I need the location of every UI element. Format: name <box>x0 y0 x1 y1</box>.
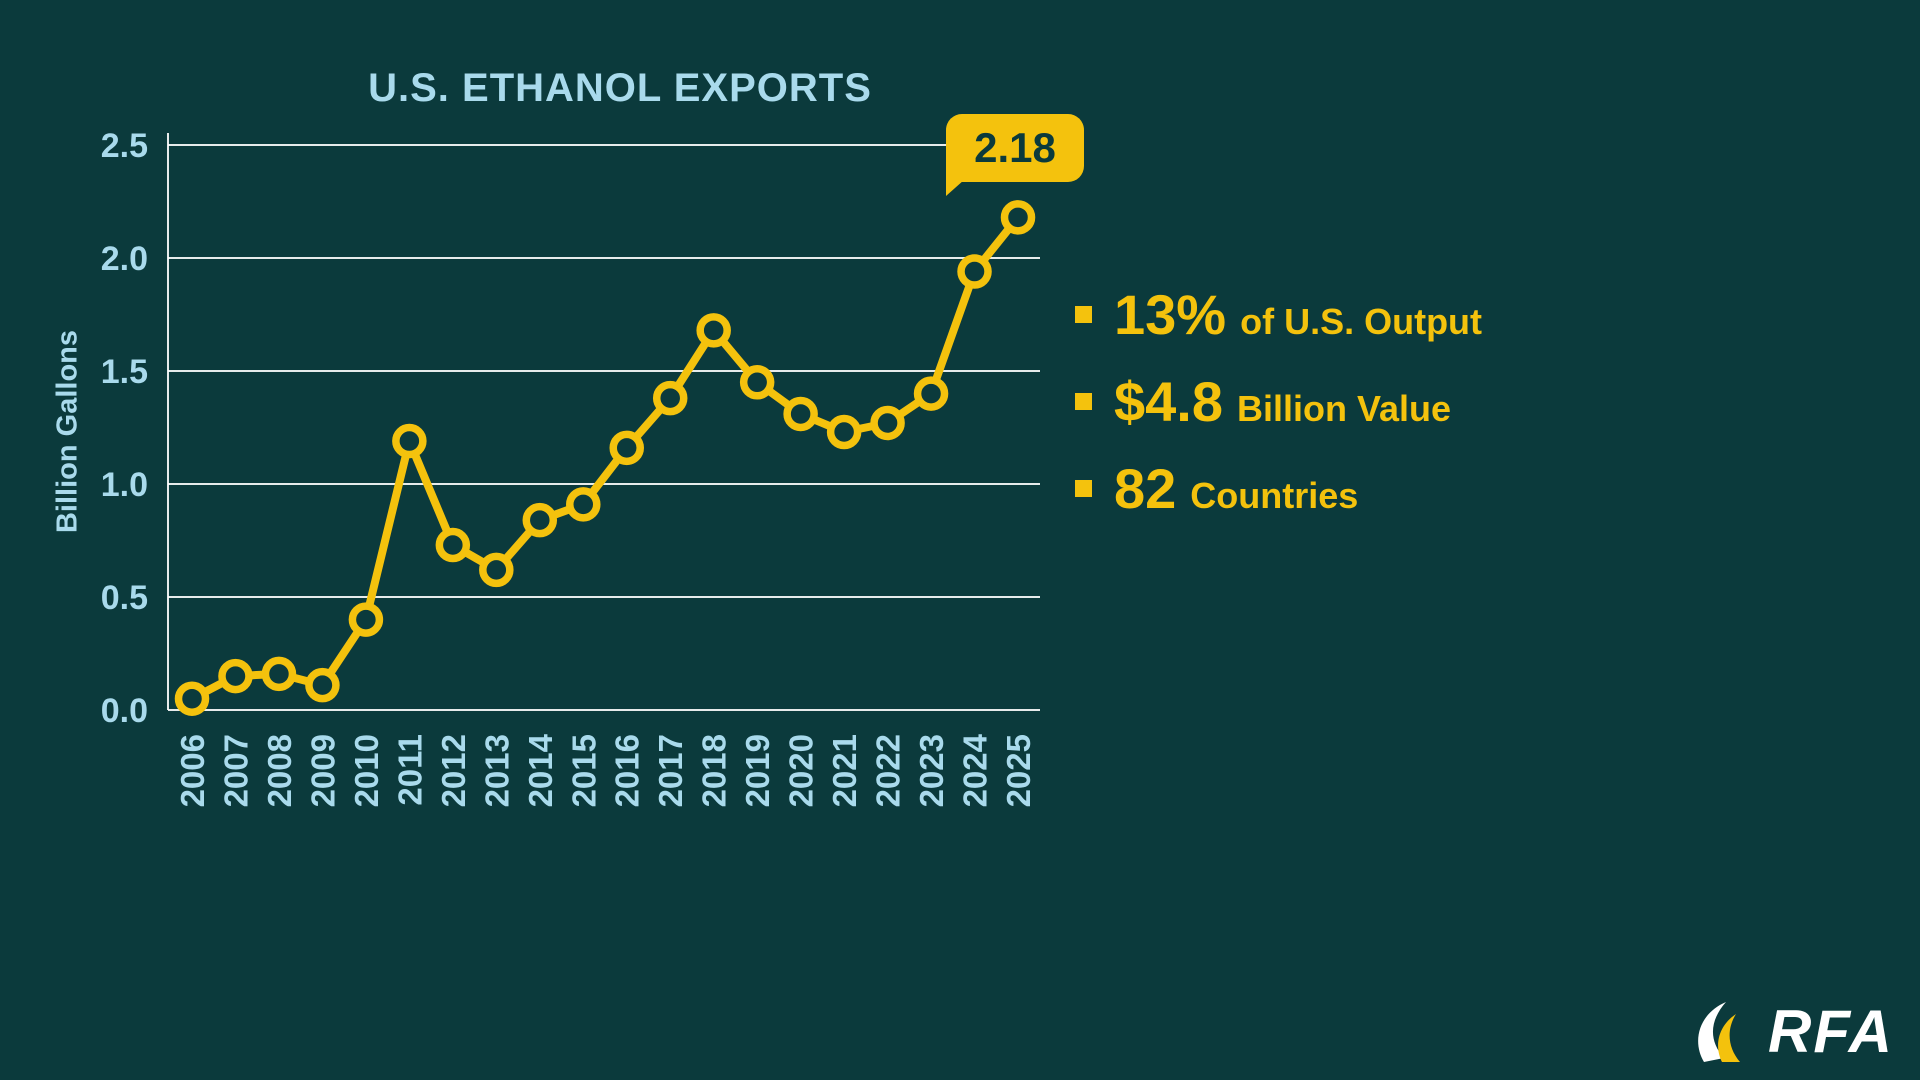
rfa-logo: RFA <box>1690 1000 1894 1064</box>
x-tick-label: 2020 <box>783 734 820 807</box>
data-point-2015 <box>566 487 601 522</box>
data-point-2024 <box>957 254 992 289</box>
data-point-2020 <box>783 396 818 432</box>
stat-value: 13% <box>1114 283 1227 346</box>
bullet-square-icon <box>1075 393 1092 410</box>
x-tick-label: 2009 <box>304 734 341 807</box>
y-tick-label: 0.5 <box>101 579 148 617</box>
data-point-2011 <box>392 423 427 459</box>
x-tick-label: 2008 <box>261 734 298 807</box>
callout-2025-value: 2.18 <box>946 114 1084 196</box>
stat-value: $4.8 <box>1114 370 1223 433</box>
data-point-2019 <box>739 365 775 400</box>
data-point-2018 <box>696 313 731 348</box>
data-point-2007 <box>218 658 253 694</box>
data-point-2010 <box>348 602 384 637</box>
stats-panel: 13% of U.S. Output $4.8 Billion Value 82… <box>1075 282 1482 543</box>
data-point-2006 <box>174 681 210 716</box>
stat-value: 82 <box>1114 457 1177 520</box>
x-tick-label: 2013 <box>478 734 515 807</box>
y-tick-label: 2.5 <box>101 127 148 165</box>
data-point-2012 <box>435 527 471 563</box>
y-tick-label: 0.0 <box>101 692 148 730</box>
data-point-2014 <box>522 502 558 538</box>
x-tick-label: 2010 <box>348 734 385 807</box>
data-point-2013 <box>479 552 514 588</box>
x-tick-label: 2018 <box>696 734 733 807</box>
data-point-2017 <box>652 380 688 416</box>
data-point-2022 <box>870 405 905 441</box>
exports-line <box>188 213 1022 703</box>
data-point-2025 <box>1000 200 1036 235</box>
stat-row-countries: 82 Countries <box>1075 456 1482 521</box>
x-tick-label: 2019 <box>739 734 776 807</box>
x-tick-label: 2015 <box>565 734 602 807</box>
data-point-2008 <box>261 656 297 692</box>
x-tick-label: 2007 <box>217 734 254 807</box>
callout-text: 2.18 <box>974 124 1056 171</box>
x-tick-label: 2024 <box>957 733 994 807</box>
stat-label: Billion Value <box>1237 388 1452 429</box>
x-tick-label: 2011 <box>391 734 428 806</box>
data-point-2009 <box>305 667 340 703</box>
data-point-2021 <box>826 414 862 450</box>
x-tick-label: 2017 <box>652 734 689 807</box>
x-tick-label: 2025 <box>1000 734 1037 807</box>
data-point-2016 <box>609 430 644 466</box>
rfa-logo-text: RFA <box>1768 998 1894 1065</box>
x-tick-label: 2016 <box>609 734 646 807</box>
y-tick-label: 1.5 <box>101 353 148 391</box>
rfa-swoosh-icon <box>1698 1002 1740 1062</box>
x-tick-label: 2021 <box>826 734 863 807</box>
stat-label: of U.S. Output <box>1240 301 1483 342</box>
stat-row-value: $4.8 Billion Value <box>1075 369 1482 434</box>
stat-label: Countries <box>1190 475 1359 516</box>
x-tick-label: 2022 <box>870 734 907 807</box>
stat-row-output: 13% of U.S. Output <box>1075 282 1482 347</box>
data-point-2023 <box>913 376 949 411</box>
bullet-square-icon <box>1075 480 1092 497</box>
x-tick-label: 2012 <box>435 734 472 807</box>
chart-title: U.S. ETHANOL EXPORTS <box>368 66 872 110</box>
x-tick-label: 2023 <box>913 734 950 807</box>
y-tick-label: 1.0 <box>101 466 148 504</box>
x-tick-label: 2014 <box>522 733 559 807</box>
bullet-square-icon <box>1075 306 1092 323</box>
x-tick-label: 2006 <box>174 734 211 807</box>
y-tick-label: 2.0 <box>101 240 148 278</box>
